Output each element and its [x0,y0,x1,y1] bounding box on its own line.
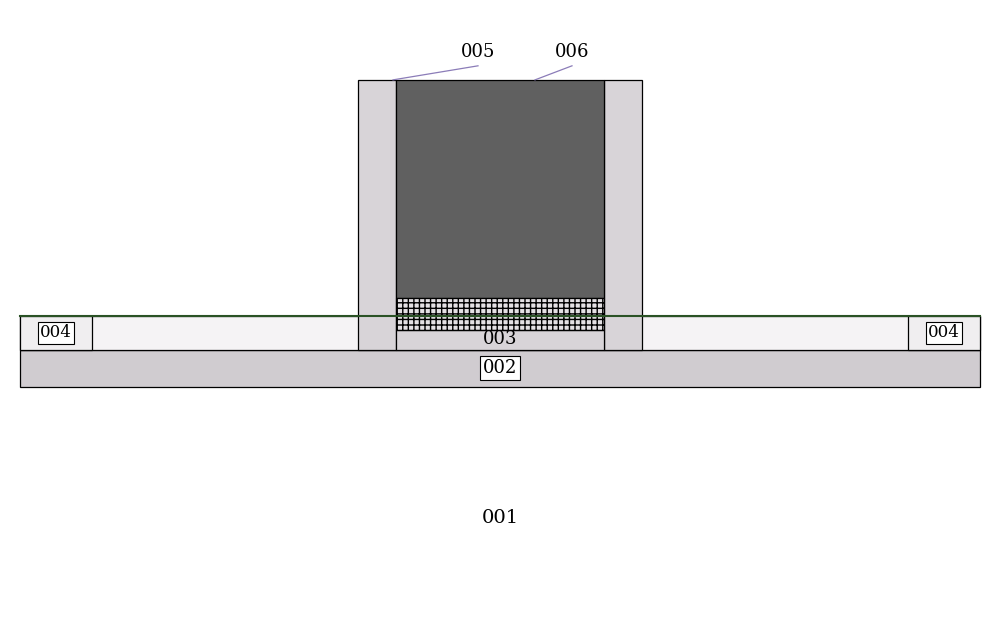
Text: 004: 004 [928,325,960,341]
Bar [908,316,980,350]
Text: 002: 002 [483,359,517,377]
Text: 001: 001 [481,509,519,527]
Bar [20,350,980,387]
Text: 003: 003 [483,330,517,348]
Text: 004: 004 [40,325,72,341]
Text: 006: 006 [555,43,589,61]
Text: 005: 005 [461,43,495,61]
Bar [396,330,604,350]
Bar [396,80,604,298]
Bar [604,80,642,350]
Bar [396,298,604,330]
Bar [20,316,980,350]
Bar [20,316,92,350]
Bar [358,80,396,350]
